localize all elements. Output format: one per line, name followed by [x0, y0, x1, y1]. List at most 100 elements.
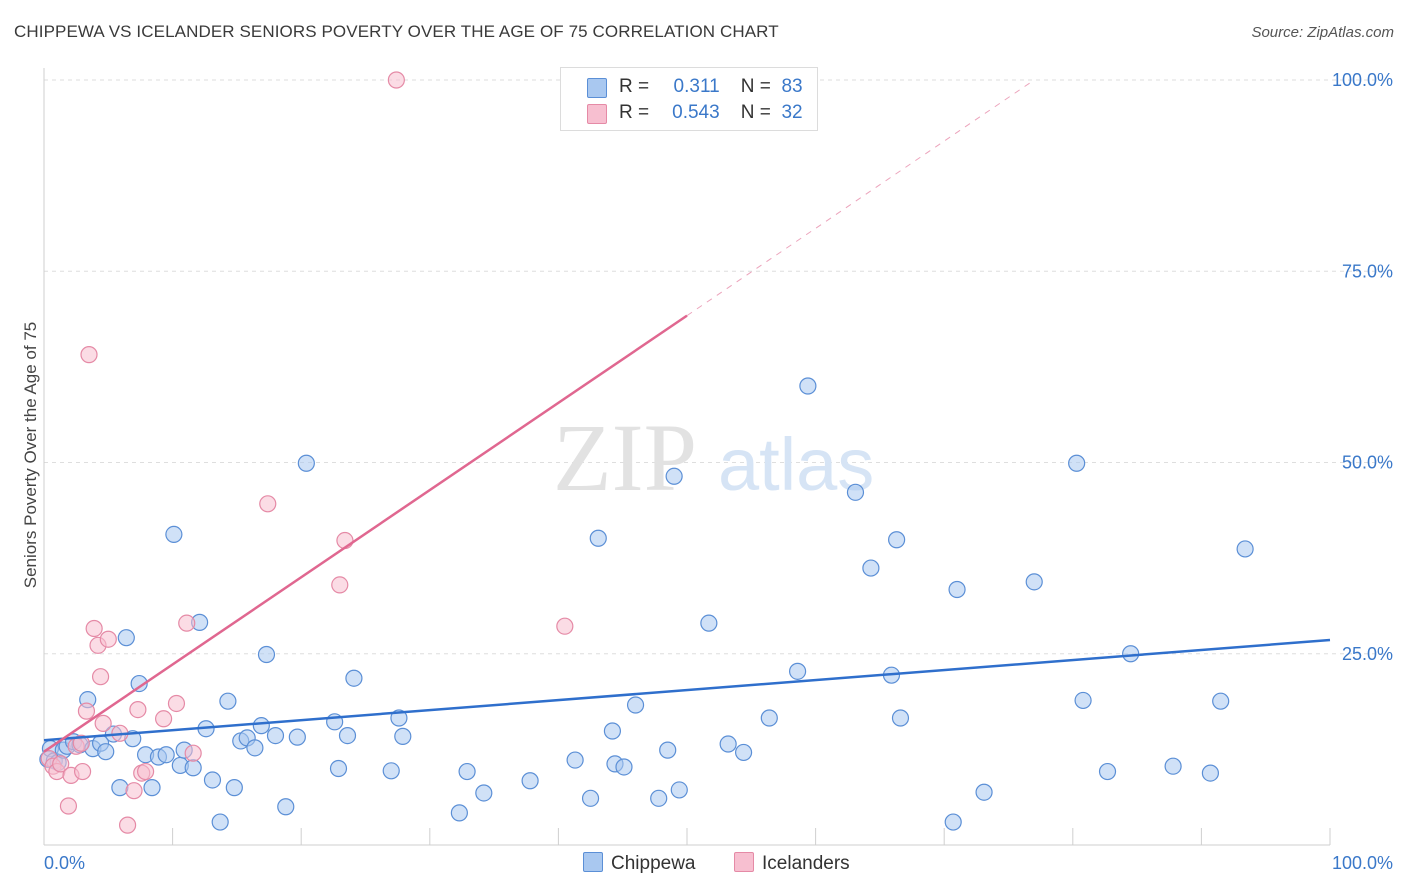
chippewa-point [589, 529, 607, 547]
chippewa-point [734, 743, 753, 762]
chippewa-point [1068, 454, 1086, 472]
legend-n-label: N = [740, 102, 771, 123]
icelanders-point [91, 668, 110, 686]
chippewa-point [394, 727, 412, 745]
icelanders-point [80, 346, 98, 364]
chippewa-point [521, 772, 539, 790]
x-tick-label: 100.0% [1332, 853, 1393, 873]
icelanders-point [259, 495, 277, 513]
chippewa-point [475, 784, 493, 802]
chippewa-point [97, 743, 115, 761]
y-tick-label: 100.0% [1332, 70, 1393, 90]
source-label: Source: ZipAtlas.com [1251, 24, 1394, 41]
chippewa-point [788, 662, 807, 680]
chippewa-point [252, 717, 270, 735]
tick-labels: 25.0% 50.0% 75.0% 100.0% 0.0% 100.0% [44, 70, 1393, 873]
chippewa-point [862, 559, 880, 577]
legend-n-value: 32 [781, 102, 803, 123]
chippewa-point [581, 789, 600, 807]
icelanders-point [387, 71, 405, 89]
chippewa-point [288, 728, 306, 746]
chippewa-point [277, 798, 295, 816]
y-tick-label: 75.0% [1342, 261, 1393, 281]
y-tick-label: 50.0% [1342, 453, 1393, 473]
legend-r-label: R = [619, 102, 650, 123]
bottom-legend-label: Chippewa [611, 853, 696, 874]
chippewa-point [650, 789, 668, 807]
bottom-legend-label: Icelanders [762, 853, 850, 874]
chippewa-point [143, 779, 161, 797]
icelanders-point [136, 762, 155, 781]
icelanders-point [178, 614, 196, 632]
bottom-legend-chippewa: Chippewa [583, 852, 696, 875]
chippewa-points [39, 377, 1254, 831]
chippewa-point [203, 771, 222, 789]
chippewa-point [219, 692, 237, 710]
chippewa-point [1212, 692, 1230, 710]
chippewa-point [700, 614, 718, 632]
grid-lines [44, 79, 1386, 655]
chippewa-point [211, 813, 229, 831]
chippewa-point [1236, 540, 1254, 558]
watermark-zip: ZIP [553, 404, 697, 511]
x-tick-label: 0.0% [44, 853, 85, 873]
chippewa-point [130, 674, 148, 693]
chippewa-point [891, 709, 910, 727]
chippewa-point [111, 779, 129, 797]
chippewa-point [846, 483, 865, 501]
chippewa-point [458, 762, 476, 781]
legend-r-value: 0.311 [673, 76, 720, 97]
icelanders-point [73, 762, 92, 781]
legend-n-label: N = [740, 76, 771, 97]
chippewa-point [1122, 645, 1140, 663]
chippewa-point [157, 746, 175, 764]
chippewa-point [888, 531, 906, 549]
chippewa-point [266, 727, 285, 745]
icelanders-trend-line [43, 314, 688, 753]
legend: R = 0.311 N = 83 R = 0.543 N = 32 [560, 67, 818, 131]
icelanders-point [129, 700, 147, 719]
bottom-legend-icelanders: Icelanders [734, 852, 850, 875]
chart-title: CHIPPEWA VS ICELANDER SENIORS POVERTY OV… [14, 22, 779, 41]
icelanders-point [125, 782, 143, 800]
chippewa-point [975, 783, 993, 801]
chippewa-swatch [587, 78, 607, 98]
chippewa-point [626, 696, 645, 714]
icelanders-point [556, 617, 574, 635]
chippewa-swatch [583, 852, 603, 872]
chippewa-point [659, 741, 677, 759]
chippewa-point [760, 709, 778, 727]
icelanders-point [72, 734, 90, 752]
icelanders-point [184, 744, 202, 762]
y-axis-label: Seniors Poverty Over the Age of 75 [21, 322, 40, 588]
chippewa-point [566, 751, 584, 769]
chippewa-trend-line [43, 638, 1331, 742]
y-tick-label: 25.0% [1342, 644, 1393, 664]
chippewa-point [1074, 691, 1092, 710]
chippewa-point [670, 781, 688, 799]
icelanders-point [85, 619, 103, 638]
chippewa-point [338, 727, 357, 745]
icelanders-point [94, 714, 112, 732]
icelanders-swatch [734, 852, 754, 872]
chippewa-point [944, 813, 962, 831]
axes [43, 68, 1331, 846]
icelanders-point [118, 816, 137, 834]
chippewa-point [799, 377, 817, 395]
chippewa-point [184, 759, 202, 777]
icelanders-point [52, 755, 70, 773]
chippewa-point [1025, 573, 1043, 591]
chippewa-point [615, 758, 633, 776]
chippewa-point [450, 804, 468, 822]
chippewa-point [225, 779, 243, 797]
icelanders-point [154, 710, 173, 728]
legend-r-value: 0.543 [672, 102, 720, 123]
icelanders-point [59, 797, 78, 815]
legend-r-label: R = [619, 76, 650, 97]
chippewa-point [948, 580, 966, 599]
icelanders-point [77, 702, 96, 720]
icelanders-points [40, 71, 574, 834]
legend-n-value: 83 [781, 76, 803, 97]
chippewa-point [257, 645, 276, 664]
